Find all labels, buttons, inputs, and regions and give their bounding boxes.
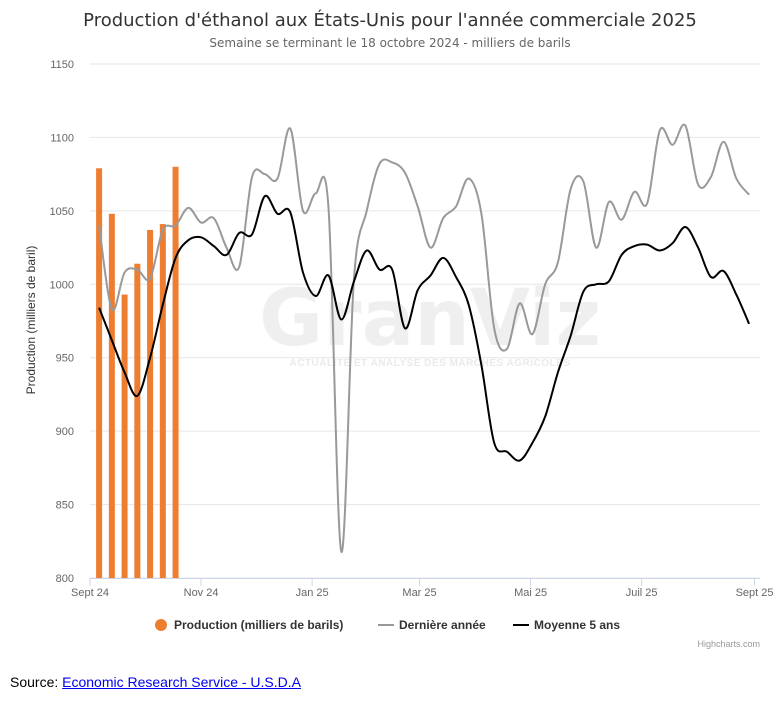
x-tick-label: Mar 25 — [402, 587, 436, 599]
y-gridlines — [90, 63, 760, 579]
legend-item-last-year[interactable]: Dernière année — [378, 618, 486, 632]
production-bar[interactable] — [121, 294, 128, 578]
y-tick-label: 900 — [56, 426, 74, 438]
source-label: Source: — [10, 674, 63, 690]
series-lines — [98, 123, 751, 553]
y-axis-title: Production (milliers de baril) — [24, 246, 38, 395]
x-tick-label: Sept 25 — [736, 587, 774, 599]
watermark-logo-text: GranViz — [259, 274, 601, 364]
production-bar[interactable] — [159, 224, 166, 578]
production-bar[interactable] — [172, 166, 179, 579]
x-tick-label: Mai 25 — [514, 587, 547, 599]
watermark-tagline: ACTUALITÉ ET ANALYSE DES MARCHÉS AGRICOL… — [289, 356, 570, 369]
legend-production-label: Production (milliers de barils) — [174, 618, 343, 632]
production-bar[interactable] — [147, 229, 154, 578]
chart-subtitle: Semaine se terminant le 18 octobre 2024 … — [209, 36, 570, 50]
legend-item-production[interactable]: Production (milliers de barils) — [155, 618, 343, 632]
legend-production-symbol — [155, 619, 167, 631]
production-bar[interactable] — [96, 168, 103, 579]
y-axis-labels: 800 850 900 950 1000 1050 1100 1150 — [50, 59, 74, 585]
x-tick-label: Juil 25 — [626, 587, 658, 599]
chart-title: Production d'éthanol aux États-Unis pour… — [83, 9, 697, 31]
legend-last-year-label: Dernière année — [399, 618, 486, 632]
legend-avg5-label: Moyenne 5 ans — [534, 618, 620, 632]
x-axis: Sept 24 Nov 24 Jan 25 Mar 25 Mai 25 Juil 25 Se… — [71, 578, 773, 599]
ethanol-production-chart: Production d'éthanol aux États-Unis pour… — [24, 9, 773, 649]
production-bars — [96, 166, 179, 579]
last-year-line[interactable] — [98, 123, 750, 553]
source-line: Source: Economic Research Service - U.S.… — [10, 674, 301, 690]
x-tick-label: Sept 24 — [71, 587, 109, 599]
chart-legend: Production (milliers de barils) Dernière… — [155, 618, 620, 632]
y-tick-label: 1100 — [50, 132, 74, 144]
granviz-watermark: GranViz ACTUALITÉ ET ANALYSE DES MARCHÉS… — [259, 274, 601, 369]
y-tick-label: 1000 — [50, 279, 74, 291]
x-tick-label: Nov 24 — [184, 587, 219, 599]
legend-item-avg5[interactable]: Moyenne 5 ans — [513, 618, 620, 632]
production-bar[interactable] — [134, 263, 141, 578]
y-tick-label: 1050 — [50, 206, 74, 218]
highcharts-credits[interactable]: Highcharts.com — [697, 639, 760, 649]
y-tick-label: 800 — [56, 573, 74, 585]
avg5-line[interactable] — [98, 194, 751, 462]
production-bar[interactable] — [108, 213, 115, 578]
y-tick-label: 850 — [56, 500, 74, 512]
x-tick-label: Jan 25 — [296, 587, 329, 599]
source-link[interactable]: Economic Research Service - U.S.D.A — [62, 674, 301, 690]
y-tick-label: 1150 — [50, 59, 74, 71]
y-tick-label: 950 — [56, 353, 74, 365]
